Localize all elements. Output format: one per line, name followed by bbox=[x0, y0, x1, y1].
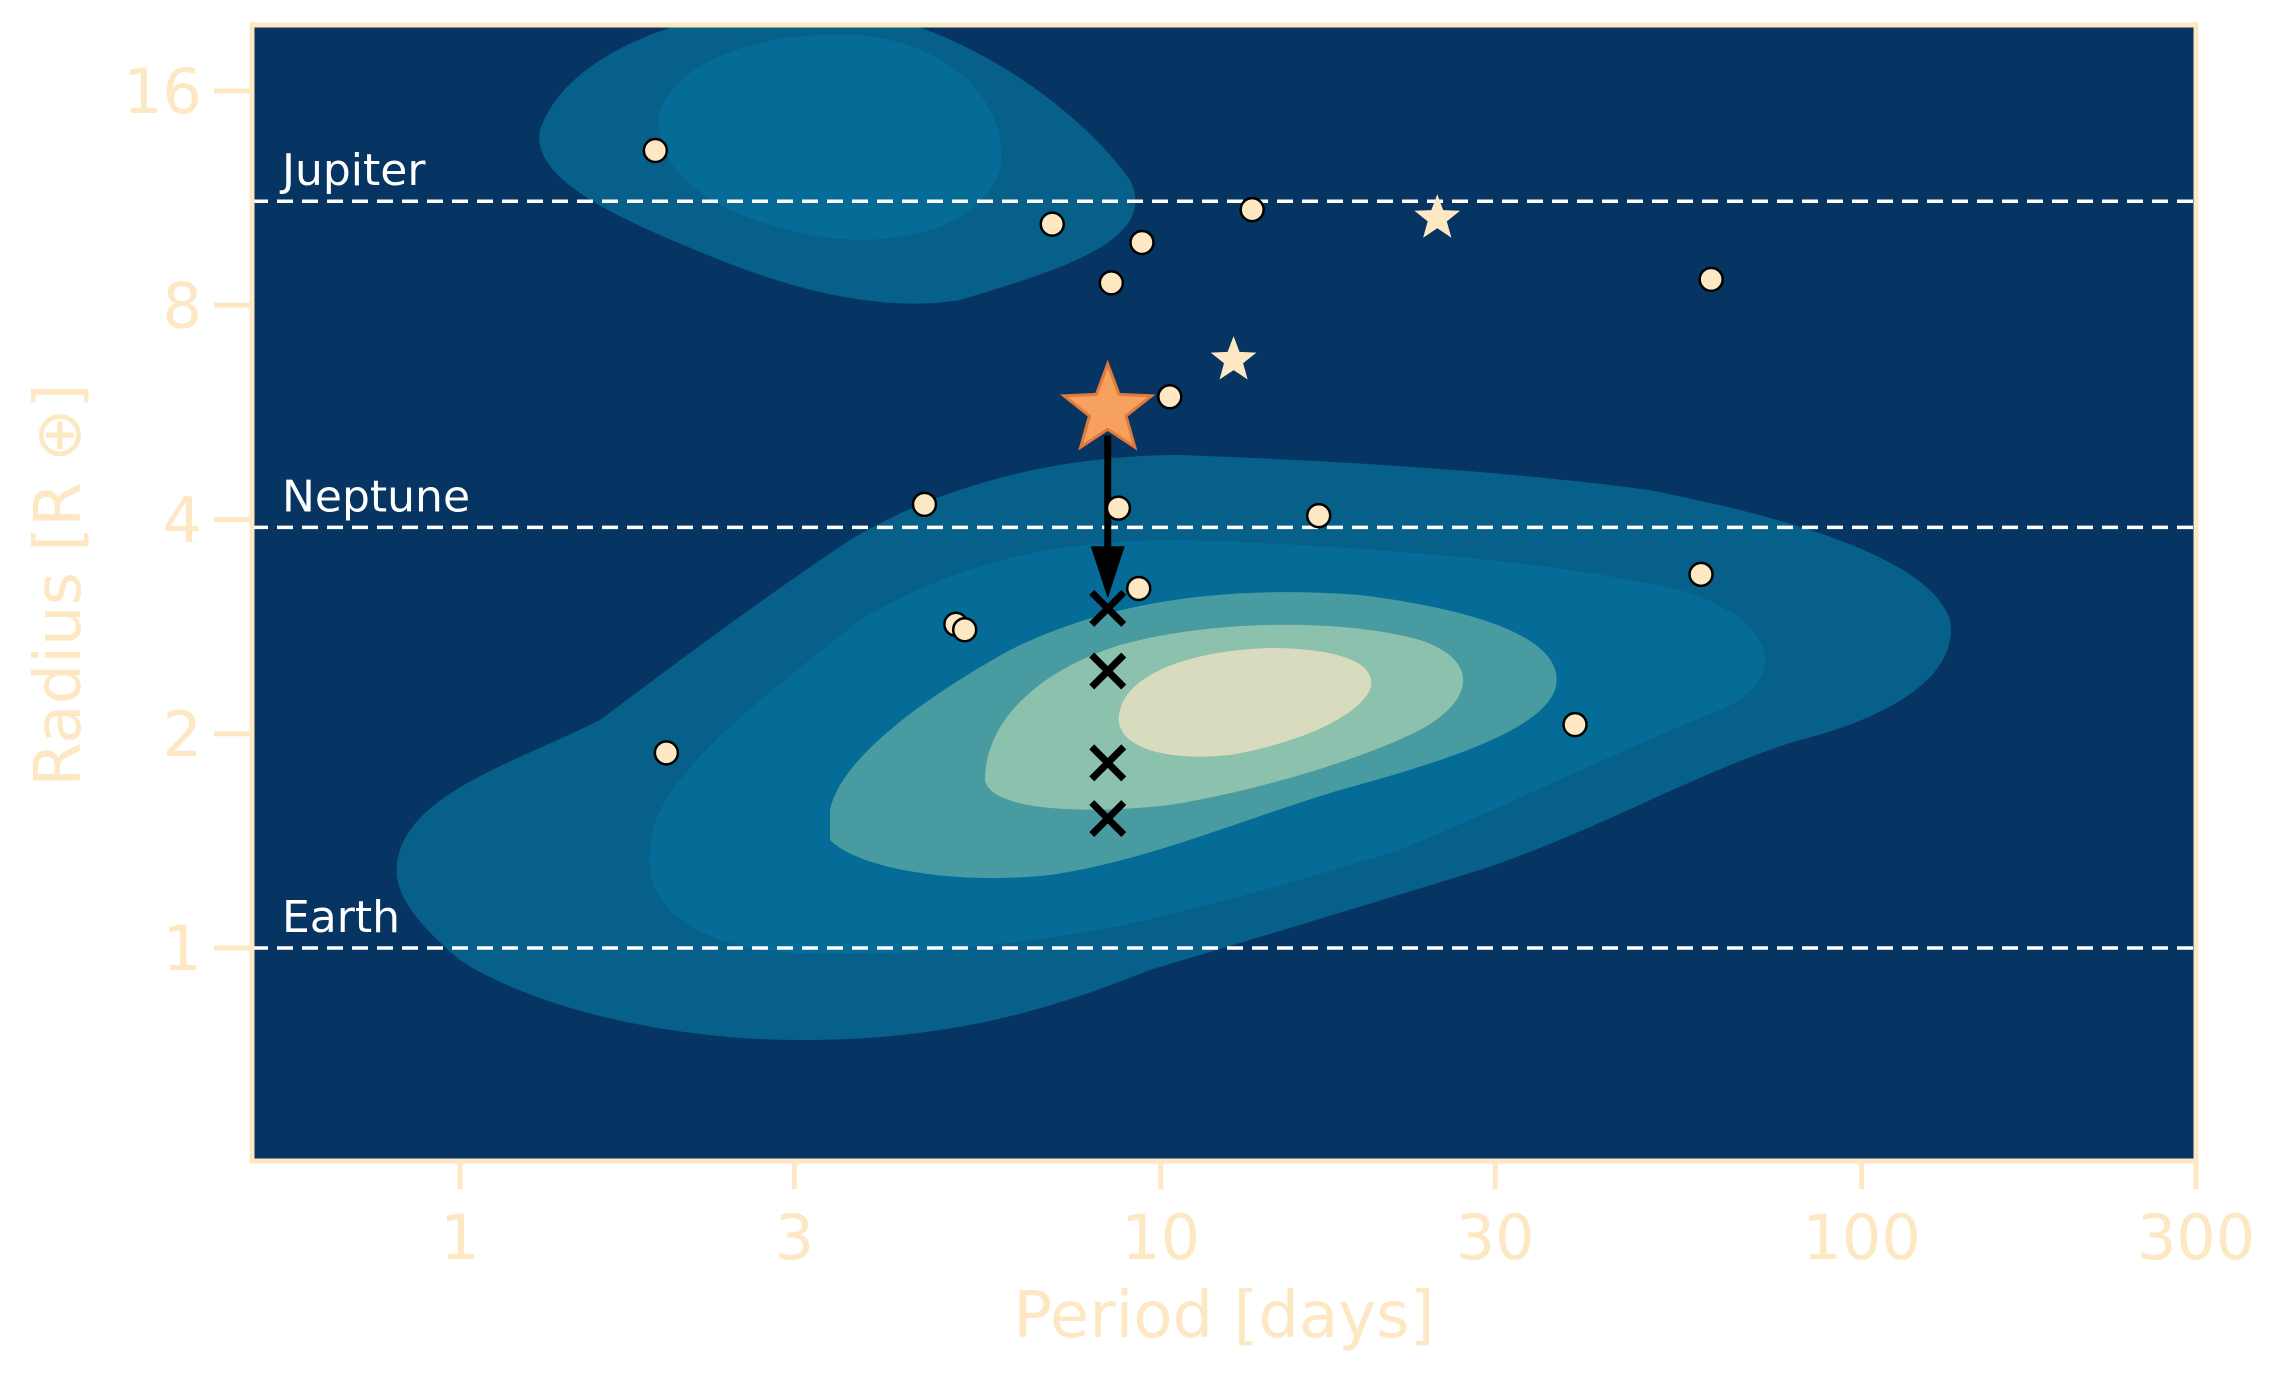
planets-point-13 bbox=[1562, 711, 1588, 738]
y-axis: 1 2 4 8 16 bbox=[123, 55, 252, 985]
planets-point-8 bbox=[1125, 575, 1152, 602]
plot-frame bbox=[249, 22, 2199, 1164]
planets-point-7 bbox=[1105, 495, 1132, 521]
x-tick-label-0: 1 bbox=[440, 1201, 479, 1274]
y-tick-label-2: 4 bbox=[163, 484, 202, 557]
star-marked-planets-point-1 bbox=[1414, 194, 1461, 238]
x-tick-label-2: 10 bbox=[1121, 1201, 1200, 1274]
annotations bbox=[1090, 435, 1125, 599]
planets-point-1 bbox=[653, 740, 680, 766]
highlighted-planet-point-0 bbox=[1059, 359, 1156, 451]
planets-point-12 bbox=[1305, 502, 1332, 529]
x-tick-label-4: 100 bbox=[1802, 1201, 1920, 1274]
planets-point-0 bbox=[642, 137, 669, 164]
y-tick-label-3: 8 bbox=[163, 269, 202, 342]
planets-point-15 bbox=[1698, 266, 1724, 293]
planets-point-2 bbox=[911, 491, 938, 518]
arrow-head-0 bbox=[1090, 546, 1125, 599]
y-tick-label-0: 1 bbox=[163, 912, 202, 985]
planets-point-6 bbox=[1098, 270, 1125, 296]
data-markers bbox=[642, 137, 1724, 838]
planets-point-11 bbox=[1239, 196, 1265, 223]
planets-point-5 bbox=[1039, 211, 1066, 237]
y-axis-title: Radius [R ⊕] bbox=[22, 383, 96, 786]
planets-point-10 bbox=[1157, 384, 1183, 410]
density-contours bbox=[396, 25, 1951, 1040]
planets-point-9 bbox=[1129, 229, 1155, 256]
reference-label-neptune: Neptune bbox=[282, 471, 470, 522]
y-tick-label-1: 2 bbox=[163, 698, 202, 771]
star-marked-planets-point-0 bbox=[1210, 336, 1257, 380]
x-tick-label-1: 3 bbox=[775, 1201, 814, 1274]
contour-upper-level-2 bbox=[658, 34, 1002, 240]
predicted-radii-point-1 bbox=[1089, 652, 1127, 690]
x-axis-title: Period [days] bbox=[1014, 1279, 1435, 1353]
predicted-radii-point-3 bbox=[1089, 800, 1127, 838]
x-tick-label-5: 300 bbox=[2137, 1201, 2255, 1274]
reference-label-earth: Earth bbox=[282, 892, 400, 943]
contour-lower-level-5 bbox=[1118, 648, 1372, 757]
reference-lines: Jupiter Neptune Earth bbox=[252, 145, 2196, 950]
x-axis: 1 3 10 30 100 300 bbox=[440, 1161, 2255, 1274]
predicted-radii-point-2 bbox=[1089, 744, 1127, 782]
planets-point-4 bbox=[951, 616, 978, 643]
planets-point-14 bbox=[1688, 561, 1714, 588]
predicted-radii-point-0 bbox=[1089, 589, 1127, 627]
reference-label-jupiter: Jupiter bbox=[279, 145, 426, 196]
y-tick-label-4: 16 bbox=[123, 55, 202, 128]
x-tick-label-3: 30 bbox=[1456, 1201, 1535, 1274]
